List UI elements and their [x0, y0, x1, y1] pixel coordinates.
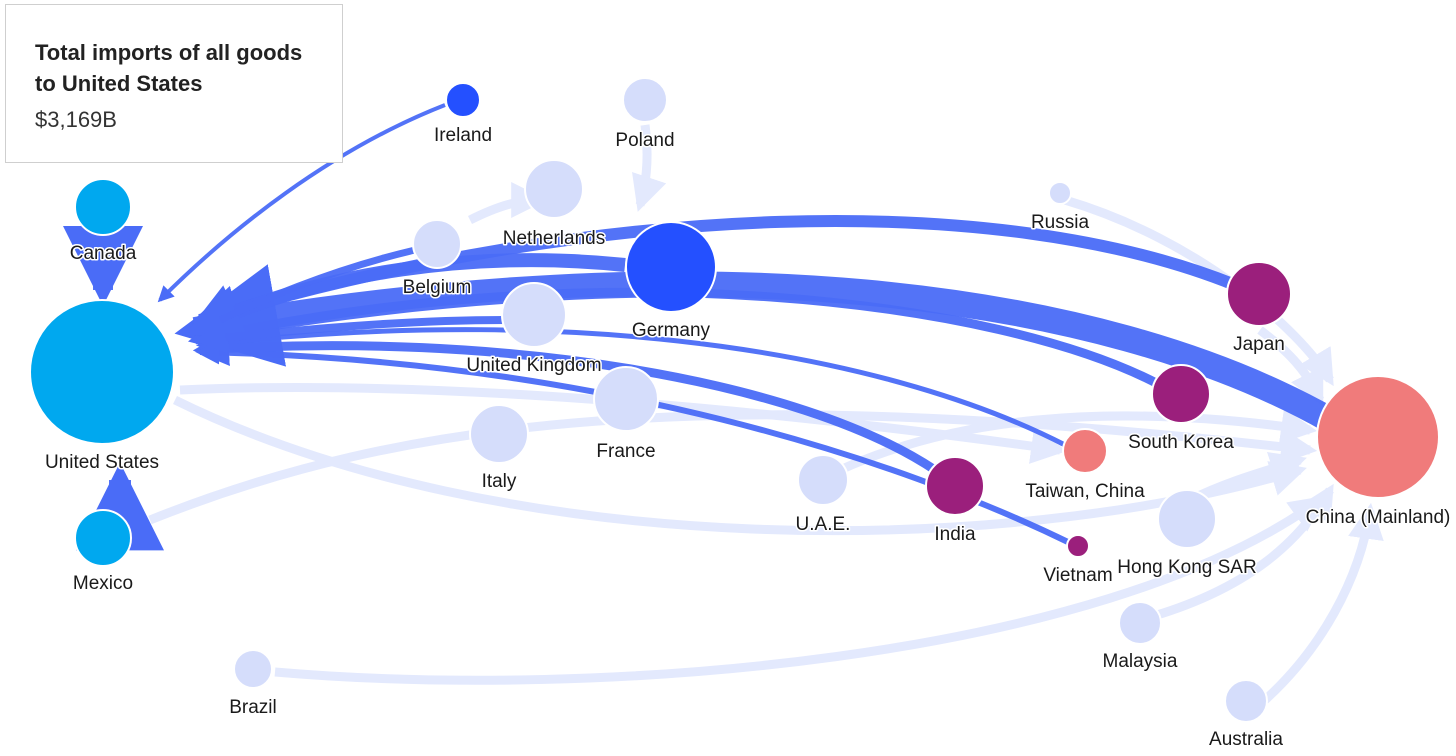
country-node [29, 299, 175, 445]
country-label: Germany [632, 320, 711, 341]
country-node [1062, 428, 1108, 474]
country-label: Hong Kong SAR [1117, 557, 1256, 578]
country-label: Belgium [403, 277, 472, 298]
country-label: France [596, 441, 655, 462]
import-flow [195, 340, 1072, 546]
country-node [925, 456, 985, 516]
country-label: Brazil [229, 697, 277, 718]
country-label: India [934, 524, 976, 545]
country-node [1316, 375, 1440, 499]
country-node [1118, 601, 1162, 645]
country-node [501, 282, 567, 348]
country-labels: United States Canada Mexico Ireland Poland Ne… [43, 124, 1451, 752]
country-node [74, 509, 132, 567]
country-node [625, 221, 717, 313]
import-flow [157, 103, 446, 303]
country-label: Netherlands [503, 228, 605, 249]
import-flow [174, 264, 1337, 432]
country-label: Japan [1233, 334, 1285, 355]
tooltip-value: $3,169B [35, 107, 117, 132]
country-label: South Korea [1128, 432, 1234, 453]
country-label: China (Mainland) [1306, 507, 1451, 528]
faint-flow [274, 495, 1326, 685]
country-node [74, 178, 132, 236]
faint-flow [632, 124, 667, 212]
country-node [445, 82, 481, 118]
country-node [1151, 364, 1211, 424]
faint-flows [148, 124, 1384, 704]
import-flow [187, 287, 1163, 389]
country-label: United Kingdom [466, 355, 601, 376]
country-label: Italy [482, 471, 517, 492]
import-flow [194, 246, 416, 334]
faint-flow [1187, 452, 1307, 505]
country-node [412, 219, 462, 269]
faint-flow [148, 410, 1318, 525]
country-node [1066, 534, 1090, 558]
country-label: Poland [615, 130, 674, 151]
faint-flow [838, 408, 1318, 475]
country-label: U.A.E. [796, 514, 851, 535]
country-label: Canada [70, 243, 137, 264]
faint-flow [1138, 483, 1334, 625]
country-node [1224, 679, 1268, 723]
country-label: Vietnam [1043, 565, 1112, 586]
country-node [622, 77, 668, 123]
country-nodes [29, 77, 1440, 723]
country-node [593, 366, 659, 432]
country-node [1226, 261, 1292, 327]
country-node [469, 404, 529, 464]
faint-flow [179, 383, 1068, 464]
country-node [1157, 489, 1217, 549]
faint-flow [1261, 502, 1384, 704]
country-label: Ireland [434, 125, 492, 146]
country-label: Malaysia [1103, 651, 1178, 672]
country-label: Taiwan, China [1025, 481, 1145, 502]
country-label: Russia [1031, 212, 1090, 233]
tooltip: Total imports of all goods to United Sta… [5, 4, 343, 163]
country-label: Australia [1209, 729, 1283, 750]
country-node [797, 454, 849, 506]
import-flow [196, 327, 1067, 448]
country-label: Mexico [73, 573, 133, 594]
import-flow [193, 316, 506, 354]
country-node [524, 159, 584, 219]
country-node [233, 649, 273, 689]
country-node [1048, 181, 1072, 205]
country-label: United States [45, 452, 159, 473]
tooltip-title: Total imports of all goods to United Sta… [35, 40, 303, 96]
